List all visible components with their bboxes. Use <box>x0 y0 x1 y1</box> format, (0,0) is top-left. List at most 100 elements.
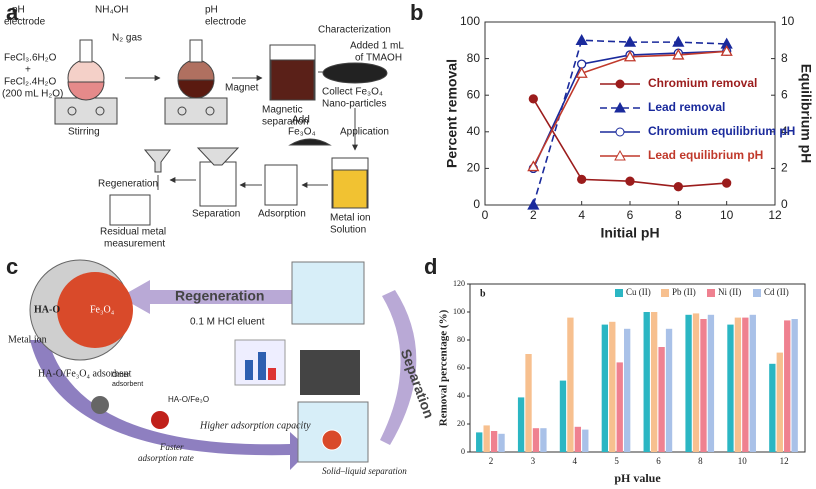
marker <box>575 66 588 78</box>
marker <box>672 48 685 60</box>
x-tick-label: 4 <box>572 456 577 466</box>
label: Regeneration <box>175 288 264 304</box>
x-tick-label: 6 <box>656 456 661 466</box>
panel-label: c <box>6 254 18 279</box>
x-tick-label: 6 <box>627 208 634 222</box>
y2-tick-label: 10 <box>781 14 795 28</box>
marker <box>528 94 538 104</box>
bar <box>643 312 650 452</box>
label: Regeneration <box>98 179 158 190</box>
label: Faster <box>159 442 184 452</box>
label: N₂ gas <box>112 33 142 44</box>
label: Magnet <box>225 83 259 94</box>
bar <box>749 314 756 452</box>
bar <box>517 397 525 452</box>
bar <box>742 317 749 452</box>
panel-label: d <box>424 254 437 279</box>
x-tick-label: 4 <box>578 208 585 222</box>
y-tick-label: 0 <box>473 197 480 211</box>
label: pH <box>205 5 218 16</box>
y-tick-label: 0 <box>461 447 465 456</box>
marker <box>720 44 733 56</box>
label: HA-O/Fe₃O <box>168 395 209 404</box>
label: Other <box>112 372 130 379</box>
y-tick-label: 60 <box>457 363 465 372</box>
label: Higher adsorption capacity <box>199 420 311 431</box>
label: Adsorption <box>258 209 306 220</box>
label: Added 1 mL <box>350 41 404 52</box>
label: NH₄OH <box>95 5 129 16</box>
label: HA-O <box>34 304 60 315</box>
panel-label: a <box>6 0 19 25</box>
label: pH <box>12 5 25 16</box>
y-tick-label: 100 <box>460 14 480 28</box>
bar <box>624 328 631 452</box>
bar <box>727 324 734 452</box>
bar <box>658 347 665 452</box>
label: Magnetic <box>262 105 303 116</box>
bar <box>525 354 532 452</box>
label: Metal ion <box>8 334 47 345</box>
legend-swatch <box>661 289 669 297</box>
bar <box>616 362 623 452</box>
marker <box>527 160 540 172</box>
label: Solid–liquid separation <box>322 466 407 476</box>
bar <box>490 431 498 452</box>
x-tick-label: 12 <box>768 208 782 222</box>
legend-label: Cd (II) <box>764 287 789 297</box>
label: electrode <box>205 17 247 28</box>
legend-marker <box>614 101 626 113</box>
x-tick-label: 12 <box>780 456 789 466</box>
bar <box>601 324 609 452</box>
y-tick-label: 60 <box>467 87 481 101</box>
marker <box>577 174 587 185</box>
bar <box>734 317 742 452</box>
legend-label: Lead equilibrium pH <box>648 148 763 162</box>
y-axis-label: Removal percentage (%) <box>438 309 450 426</box>
y2-axis-label: Equilibrium pH <box>798 64 814 164</box>
legend-marker <box>615 79 625 89</box>
y2-tick-label: 4 <box>781 124 788 138</box>
bar <box>498 433 505 452</box>
annotation: b <box>480 288 486 299</box>
legend-label: Chromium equilibrium pH <box>648 124 795 138</box>
legend-marker <box>615 127 625 137</box>
label: of TMAOH <box>355 53 402 64</box>
x-tick-label: 0 <box>482 208 489 222</box>
x-axis-label: Initial pH <box>600 225 659 241</box>
y-tick-label: 80 <box>467 51 481 65</box>
bar <box>567 317 574 452</box>
label: 0.1 M HCl eluent <box>190 317 265 328</box>
bar <box>532 428 540 452</box>
y-tick-label: 40 <box>457 391 465 400</box>
x-tick-label: 10 <box>720 208 734 222</box>
label: Fe₃O₄ <box>90 304 115 315</box>
label: Solution <box>330 225 366 236</box>
label: Characterization <box>318 25 391 36</box>
diagram-a-labels: pH electrode NH₄OH N₂ gas pH electrode F… <box>2 5 404 250</box>
y2-tick-label: 0 <box>781 197 788 211</box>
bar <box>476 432 483 452</box>
legend-label: Ni (II) <box>718 287 741 297</box>
y-tick-label: 80 <box>457 335 465 344</box>
y2-tick-label: 6 <box>781 87 788 101</box>
label: FeCl₂.4H₂O <box>4 77 56 88</box>
x-tick-label: 8 <box>698 456 703 466</box>
y-axis-label: Percent removal <box>444 59 460 168</box>
bar <box>609 321 616 452</box>
label: adsorption rate <box>138 453 194 463</box>
marker <box>623 35 637 47</box>
y2-tick-label: 2 <box>781 161 788 175</box>
legend-swatch <box>615 289 623 297</box>
marker <box>673 182 683 192</box>
label: Application <box>340 127 389 138</box>
bar <box>707 314 715 452</box>
panel-label: b <box>410 0 423 25</box>
label: + <box>25 65 31 76</box>
label: electrode <box>4 17 46 28</box>
x-tick-label: 3 <box>531 456 536 466</box>
marker <box>722 178 732 188</box>
x-tick-label: 2 <box>530 208 537 222</box>
marker <box>575 33 588 45</box>
label: Residual metal <box>100 227 166 238</box>
